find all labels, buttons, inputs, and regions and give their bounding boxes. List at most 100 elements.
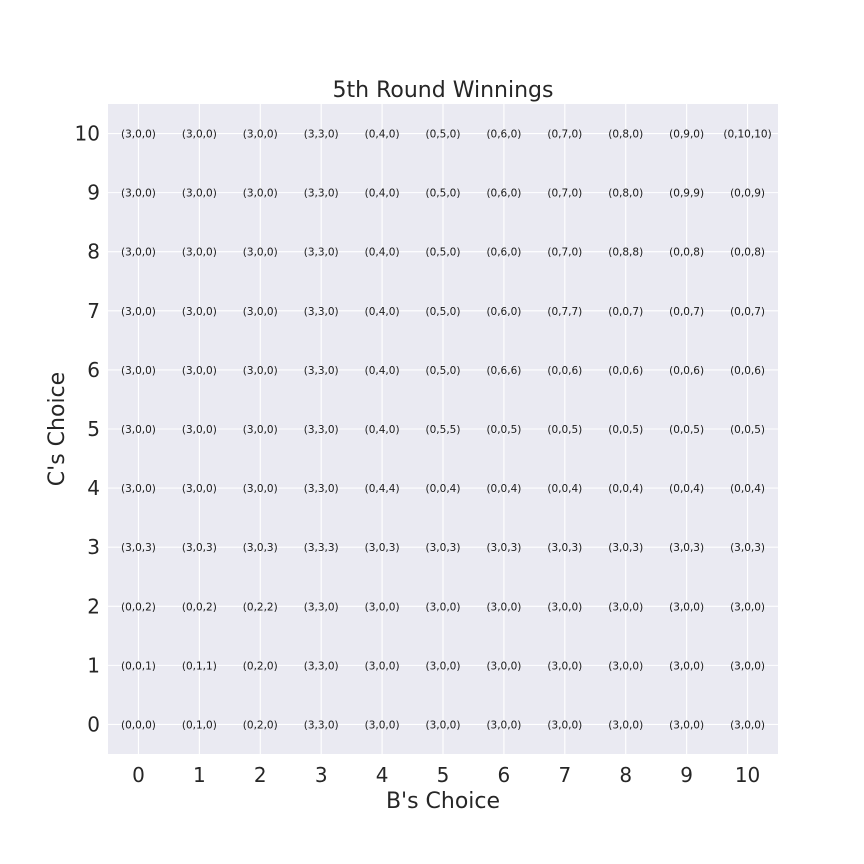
cell-label-b4-c9: (0,4,0) xyxy=(365,188,400,200)
y-tick-label-2: 2 xyxy=(87,594,100,618)
cell-label-b4-c1: (3,0,0) xyxy=(365,660,400,672)
cell-label-b6-c8: (0,6,0) xyxy=(486,247,521,259)
cell-label-b9-c9: (0,9,9) xyxy=(669,188,704,200)
y-tick-label-4: 4 xyxy=(87,476,100,500)
cell-label-b5-c1: (3,0,0) xyxy=(426,660,461,672)
cell-label-b5-c3: (3,0,3) xyxy=(426,542,461,554)
cell-label-b5-c5: (0,5,5) xyxy=(426,424,461,436)
cell-label-b10-c2: (3,0,0) xyxy=(730,601,765,613)
cell-label-b2-c10: (3,0,0) xyxy=(243,129,278,141)
cell-label-b3-c8: (3,3,0) xyxy=(304,247,339,259)
cell-label-b6-c1: (3,0,0) xyxy=(486,660,521,672)
cell-label-b9-c5: (0,0,5) xyxy=(669,424,704,436)
cell-label-b7-c7: (0,7,7) xyxy=(547,306,582,318)
cell-label-b8-c5: (0,0,5) xyxy=(608,424,643,436)
cell-label-b7-c10: (0,7,0) xyxy=(547,129,582,141)
cell-label-b0-c6: (3,0,0) xyxy=(121,365,156,377)
cell-label-b10-c6: (0,0,6) xyxy=(730,365,765,377)
cell-label-b8-c6: (0,0,6) xyxy=(608,365,643,377)
cell-label-b9-c0: (3,0,0) xyxy=(669,719,704,731)
cell-label-b3-c9: (3,3,0) xyxy=(304,188,339,200)
cell-label-b9-c6: (0,0,6) xyxy=(669,365,704,377)
cell-label-b1-c10: (3,0,0) xyxy=(182,129,217,141)
cell-label-b0-c9: (3,0,0) xyxy=(121,188,156,200)
cell-label-b6-c9: (0,6,0) xyxy=(486,188,521,200)
y-tick-label-5: 5 xyxy=(87,417,100,441)
cell-label-b0-c7: (3,0,0) xyxy=(121,306,156,318)
cell-label-b1-c7: (3,0,0) xyxy=(182,306,217,318)
cell-label-b10-c0: (3,0,0) xyxy=(730,719,765,731)
cell-label-b3-c0: (3,3,0) xyxy=(304,719,339,731)
cell-label-b8-c1: (3,0,0) xyxy=(608,660,643,672)
cell-label-b5-c0: (3,0,0) xyxy=(426,719,461,731)
cell-label-b1-c2: (0,0,2) xyxy=(182,601,217,613)
cell-label-b1-c6: (3,0,0) xyxy=(182,365,217,377)
y-tick-label-8: 8 xyxy=(87,240,100,264)
cell-label-b4-c0: (3,0,0) xyxy=(365,719,400,731)
cell-label-b1-c8: (3,0,0) xyxy=(182,247,217,259)
x-tick-label-10: 10 xyxy=(735,763,760,787)
cell-label-b2-c3: (3,0,3) xyxy=(243,542,278,554)
x-tick-label-4: 4 xyxy=(376,763,389,787)
y-axis-ticks: 0 1 2 3 4 5 6 7 8 9 10 xyxy=(75,122,100,737)
y-tick-label-7: 7 xyxy=(87,299,100,323)
cell-label-b1-c0: (0,1,0) xyxy=(182,719,217,731)
cell-label-b7-c1: (3,0,0) xyxy=(547,660,582,672)
cell-label-b7-c6: (0,0,6) xyxy=(547,365,582,377)
cell-label-b6-c3: (3,0,3) xyxy=(486,542,521,554)
cell-label-b3-c2: (3,3,0) xyxy=(304,601,339,613)
cell-label-b8-c2: (3,0,0) xyxy=(608,601,643,613)
y-tick-label-0: 0 xyxy=(87,712,100,736)
cell-label-b4-c10: (0,4,0) xyxy=(365,129,400,141)
x-tick-label-6: 6 xyxy=(498,763,511,787)
cell-label-b4-c4: (0,4,4) xyxy=(365,483,400,495)
cell-label-b7-c3: (3,0,3) xyxy=(547,542,582,554)
x-axis-label: B's Choice xyxy=(386,789,500,814)
x-tick-label-8: 8 xyxy=(619,763,632,787)
cell-label-b6-c2: (3,0,0) xyxy=(486,601,521,613)
cell-label-b8-c10: (0,8,0) xyxy=(608,129,643,141)
cell-label-b2-c7: (3,0,0) xyxy=(243,306,278,318)
x-tick-label-5: 5 xyxy=(437,763,450,787)
cell-label-b8-c9: (0,8,0) xyxy=(608,188,643,200)
cell-label-b2-c2: (0,2,2) xyxy=(243,601,278,613)
cell-label-b2-c9: (3,0,0) xyxy=(243,188,278,200)
cell-label-b7-c2: (3,0,0) xyxy=(547,601,582,613)
cell-label-b9-c2: (3,0,0) xyxy=(669,601,704,613)
y-tick-label-6: 6 xyxy=(87,358,100,382)
cell-label-b10-c4: (0,0,4) xyxy=(730,483,765,495)
cell-label-b8-c0: (3,0,0) xyxy=(608,719,643,731)
cell-label-b0-c5: (3,0,0) xyxy=(121,424,156,436)
cell-label-b1-c5: (3,0,0) xyxy=(182,424,217,436)
cell-label-b10-c5: (0,0,5) xyxy=(730,424,765,436)
cell-label-b3-c3: (3,3,3) xyxy=(304,542,339,554)
cell-label-b0-c8: (3,0,0) xyxy=(121,247,156,259)
cell-label-b0-c0: (0,0,0) xyxy=(121,719,156,731)
cell-label-b6-c5: (0,0,5) xyxy=(486,424,521,436)
cell-label-b4-c2: (3,0,0) xyxy=(365,601,400,613)
cell-label-b0-c3: (3,0,3) xyxy=(121,542,156,554)
cell-label-b4-c6: (0,4,0) xyxy=(365,365,400,377)
cell-label-b9-c4: (0,0,4) xyxy=(669,483,704,495)
cell-label-b2-c1: (0,2,0) xyxy=(243,660,278,672)
y-tick-label-10: 10 xyxy=(75,122,100,146)
cell-label-b5-c9: (0,5,0) xyxy=(426,188,461,200)
cell-label-b4-c7: (0,4,0) xyxy=(365,306,400,318)
cell-label-b6-c10: (0,6,0) xyxy=(486,129,521,141)
cell-label-b10-c8: (0,0,8) xyxy=(730,247,765,259)
cell-label-b6-c4: (0,0,4) xyxy=(486,483,521,495)
x-tick-label-2: 2 xyxy=(254,763,267,787)
cell-label-b1-c9: (3,0,0) xyxy=(182,188,217,200)
x-tick-label-9: 9 xyxy=(680,763,693,787)
cell-label-b3-c6: (3,3,0) xyxy=(304,365,339,377)
cell-label-b10-c3: (3,0,3) xyxy=(730,542,765,554)
cell-label-b5-c2: (3,0,0) xyxy=(426,601,461,613)
cell-label-b5-c10: (0,5,0) xyxy=(426,129,461,141)
cell-label-b6-c6: (0,6,6) xyxy=(486,365,521,377)
cell-label-b1-c4: (3,0,0) xyxy=(182,483,217,495)
cell-label-b3-c10: (3,3,0) xyxy=(304,129,339,141)
cell-label-b9-c7: (0,0,7) xyxy=(669,306,704,318)
cell-label-b7-c9: (0,7,0) xyxy=(547,188,582,200)
cell-label-b7-c5: (0,0,5) xyxy=(547,424,582,436)
x-tick-label-7: 7 xyxy=(558,763,571,787)
